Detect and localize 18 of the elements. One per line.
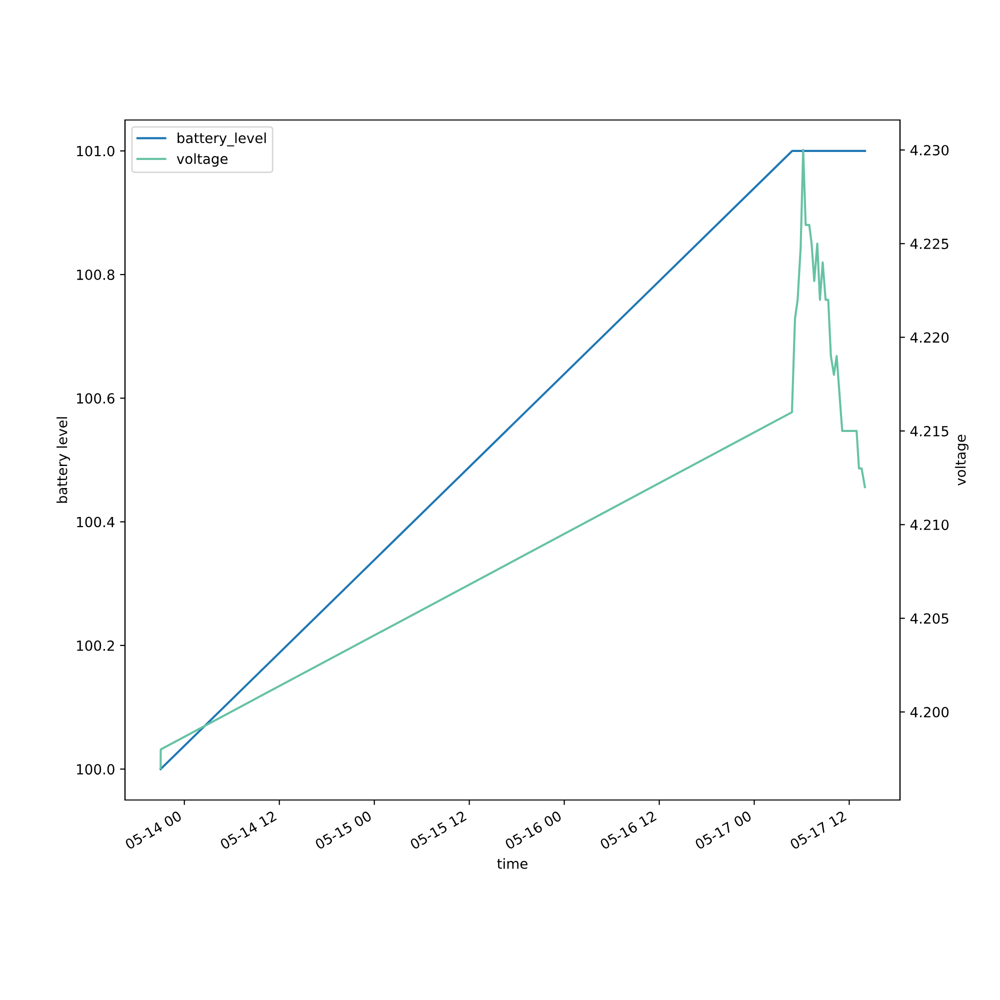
y2-tick-label: 4.230 (910, 144, 949, 156)
y-tick-label: 100.6 (77, 393, 114, 404)
y2-tick-label: 4.220 (910, 332, 949, 343)
y2-tick-label: 4.225 (910, 238, 948, 250)
y2-tick-label: 4.210 (910, 520, 949, 530)
y-tick-label: 100.0 (77, 764, 114, 775)
y-tick-label: 101.0 (77, 146, 114, 156)
y2-tick-label: 4.200 (910, 706, 949, 718)
y-tick-label: 100.8 (77, 270, 114, 280)
y2-tick-label: 4.215 (910, 426, 948, 436)
legend-label: battery_level (178, 132, 266, 146)
y2-tick-label: 4.205 (910, 613, 948, 624)
y-axis-title: battery level (56, 417, 70, 503)
y-tick-label: 100.2 (77, 640, 114, 651)
legend-label: voltage (176, 153, 228, 167)
x-axis-title: time (497, 858, 528, 869)
y2-axis-title: voltage (955, 434, 968, 486)
y-tick-label: 100.4 (77, 516, 114, 528)
